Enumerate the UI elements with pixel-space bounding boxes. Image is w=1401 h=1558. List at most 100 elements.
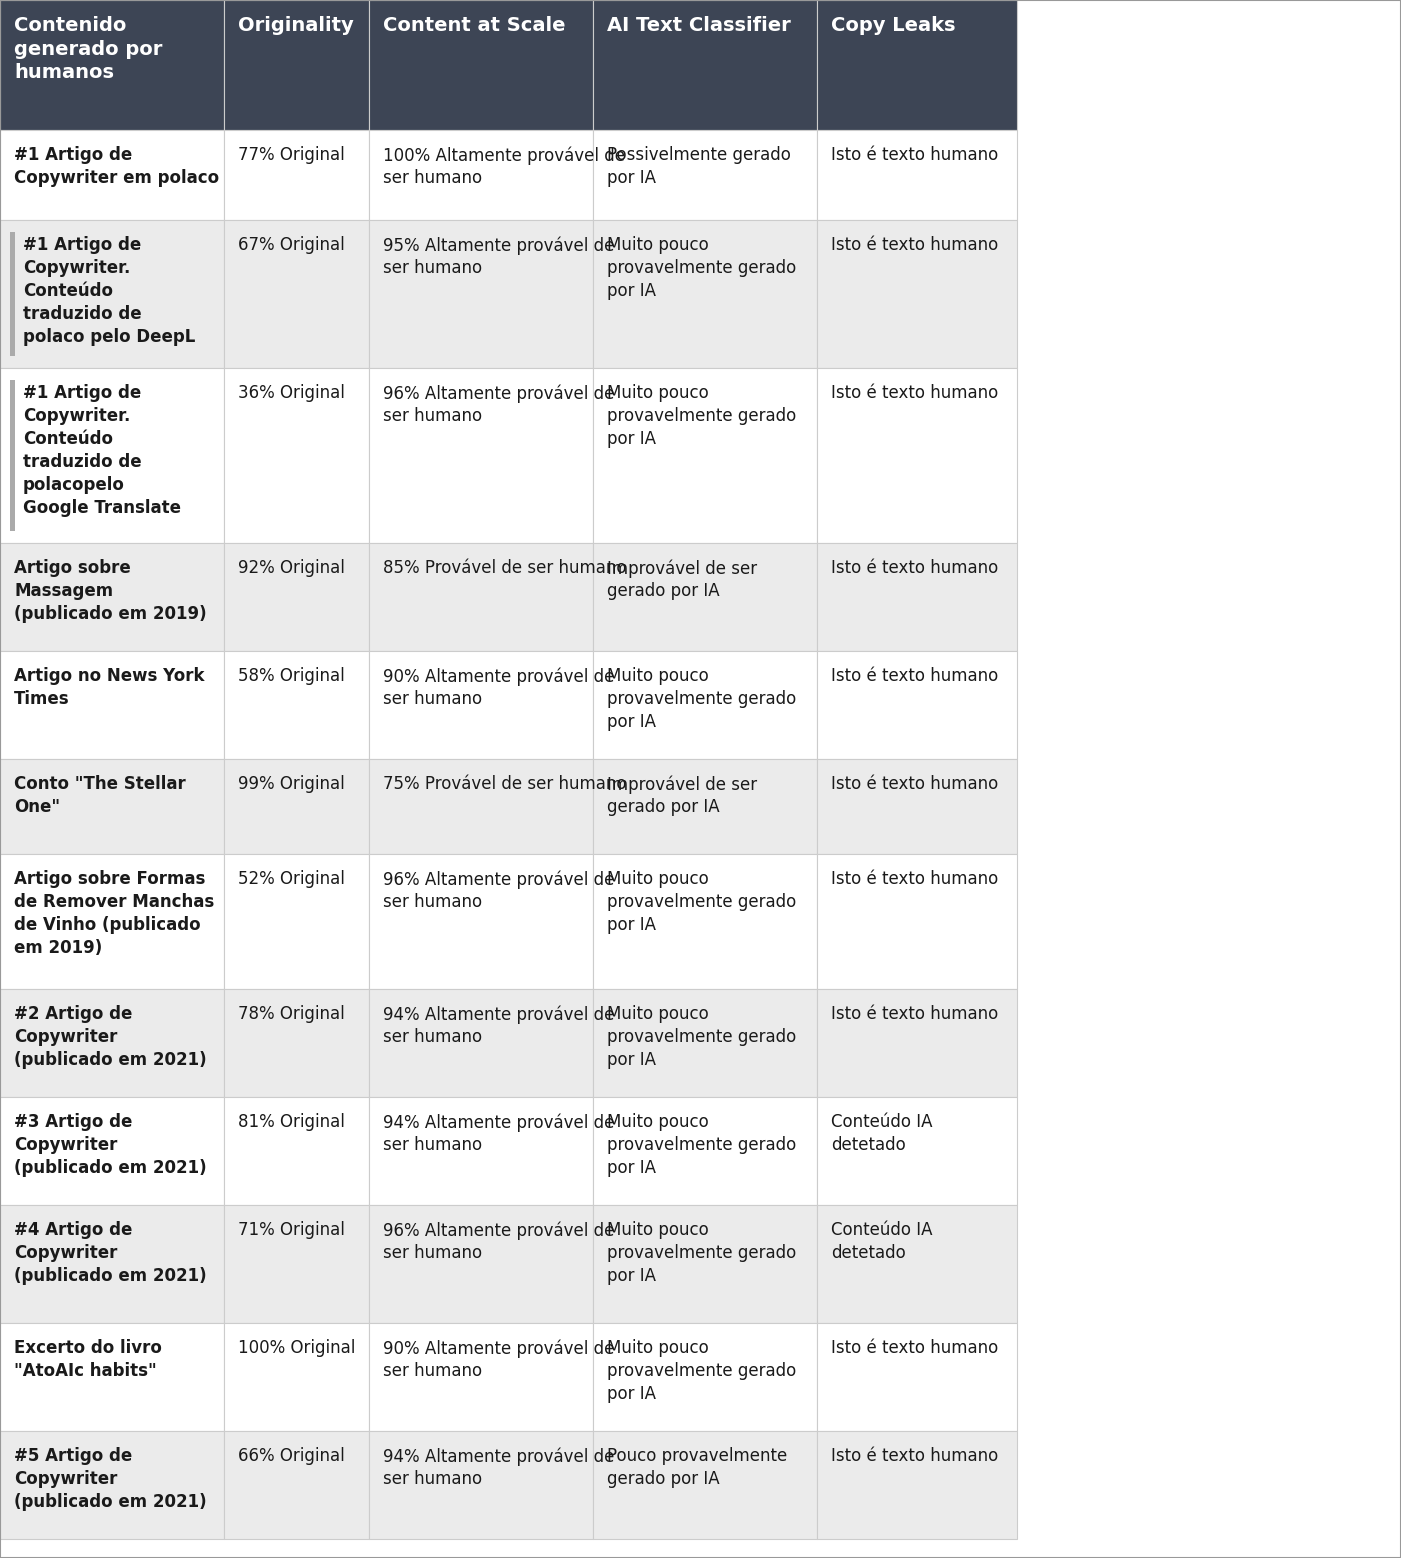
Bar [368, 0, 593, 129]
Bar [817, 759, 1017, 854]
Bar [368, 1430, 593, 1539]
Bar [368, 1097, 593, 1204]
Bar [817, 0, 1017, 129]
Bar [593, 0, 817, 129]
Bar [593, 1097, 817, 1204]
Bar [0, 220, 224, 368]
Text: Muito pouco
provavelmente gerado
por IA: Muito pouco provavelmente gerado por IA [607, 1112, 796, 1176]
Text: Excerto do livro
"AtoAIc habits": Excerto do livro "AtoAIc habits" [14, 1338, 163, 1380]
Text: Isto é texto humano: Isto é texto humano [831, 1005, 999, 1024]
Text: Muito pouco
provavelmente gerado
por IA: Muito pouco provavelmente gerado por IA [607, 1221, 796, 1285]
Text: #4 Artigo de
Copywriter
(publicado em 2021): #4 Artigo de Copywriter (publicado em 20… [14, 1221, 206, 1285]
Bar [593, 1430, 817, 1539]
Text: Isto é texto humano: Isto é texto humano [831, 559, 999, 576]
Bar [368, 651, 593, 759]
Text: Muito pouco
provavelmente gerado
por IA: Muito pouco provavelmente gerado por IA [607, 869, 796, 933]
Bar [368, 1323, 593, 1430]
Bar [10, 380, 15, 531]
Text: Muito pouco
provavelmente gerado
por IA: Muito pouco provavelmente gerado por IA [607, 383, 796, 447]
Text: Isto é texto humano: Isto é texto humano [831, 869, 999, 888]
Text: Artigo no News York
Times: Artigo no News York Times [14, 667, 205, 707]
Bar [0, 129, 224, 220]
Bar [817, 651, 1017, 759]
Bar [817, 1323, 1017, 1430]
Bar [817, 129, 1017, 220]
Text: 96% Altamente provável de
ser humano: 96% Altamente provável de ser humano [382, 1221, 615, 1262]
Bar [593, 1204, 817, 1323]
Bar [368, 854, 593, 989]
Text: Possivelmente gerado
por IA: Possivelmente gerado por IA [607, 146, 792, 187]
Text: Muito pouco
provavelmente gerado
por IA: Muito pouco provavelmente gerado por IA [607, 667, 796, 731]
Text: Isto é texto humano: Isto é texto humano [831, 1338, 999, 1357]
Bar [368, 1204, 593, 1323]
Bar [593, 854, 817, 989]
Text: #1 Artigo de
Copywriter em polaco: #1 Artigo de Copywriter em polaco [14, 146, 219, 187]
Bar [0, 1097, 224, 1204]
Bar [0, 759, 224, 854]
Bar [0, 1430, 224, 1539]
Text: Isto é texto humano: Isto é texto humano [831, 667, 999, 686]
Bar [224, 651, 368, 759]
Bar [224, 129, 368, 220]
Bar [817, 368, 1017, 544]
Text: #1 Artigo de
Copywriter.
Conteúdo
traduzido de
polaco pelo DeepL: #1 Artigo de Copywriter. Conteúdo traduz… [22, 235, 195, 346]
Bar [817, 989, 1017, 1097]
Bar [224, 368, 368, 544]
Bar [368, 129, 593, 220]
Bar [593, 989, 817, 1097]
Bar [817, 1097, 1017, 1204]
Text: 58% Original: 58% Original [238, 667, 345, 686]
Text: 66% Original: 66% Original [238, 1447, 345, 1465]
Text: 85% Provável de ser humano: 85% Provável de ser humano [382, 559, 626, 576]
Text: #2 Artigo de
Copywriter
(publicado em 2021): #2 Artigo de Copywriter (publicado em 20… [14, 1005, 206, 1069]
Bar [224, 759, 368, 854]
Text: Isto é texto humano: Isto é texto humano [831, 383, 999, 402]
Bar [593, 368, 817, 544]
Text: Conto "The Stellar
One": Conto "The Stellar One" [14, 774, 186, 816]
Text: Content at Scale: Content at Scale [382, 16, 566, 34]
Text: 36% Original: 36% Original [238, 383, 345, 402]
Text: Isto é texto humano: Isto é texto humano [831, 1447, 999, 1465]
Text: Contenido
generado por
humanos: Contenido generado por humanos [14, 16, 163, 83]
Text: 75% Provável de ser humano: 75% Provável de ser humano [382, 774, 626, 793]
Text: 100% Original: 100% Original [238, 1338, 356, 1357]
Text: Isto é texto humano: Isto é texto humano [831, 235, 999, 254]
Bar [368, 544, 593, 651]
Text: Improvável de ser
gerado por IA: Improvável de ser gerado por IA [607, 559, 757, 600]
Bar [0, 989, 224, 1097]
Text: 95% Altamente provável de
ser humano: 95% Altamente provável de ser humano [382, 235, 615, 277]
Bar [224, 1097, 368, 1204]
Text: Improvável de ser
gerado por IA: Improvável de ser gerado por IA [607, 774, 757, 816]
Text: 67% Original: 67% Original [238, 235, 345, 254]
Text: 94% Altamente provável de
ser humano: 94% Altamente provável de ser humano [382, 1447, 615, 1488]
Text: 94% Altamente provável de
ser humano: 94% Altamente provável de ser humano [382, 1112, 615, 1154]
Bar [10, 232, 15, 355]
Bar [593, 759, 817, 854]
Bar [368, 759, 593, 854]
Bar [593, 651, 817, 759]
Text: Copy Leaks: Copy Leaks [831, 16, 955, 34]
Text: #5 Artigo de
Copywriter
(publicado em 2021): #5 Artigo de Copywriter (publicado em 20… [14, 1447, 206, 1511]
Text: Muito pouco
provavelmente gerado
por IA: Muito pouco provavelmente gerado por IA [607, 1005, 796, 1069]
Bar [817, 1430, 1017, 1539]
Text: 52% Original: 52% Original [238, 869, 345, 888]
Text: Isto é texto humano: Isto é texto humano [831, 146, 999, 164]
Bar [0, 1204, 224, 1323]
Text: 90% Altamente provável de
ser humano: 90% Altamente provável de ser humano [382, 1338, 615, 1380]
Bar [817, 854, 1017, 989]
Text: Conteúdo IA
detetado: Conteúdo IA detetado [831, 1112, 933, 1154]
Bar [224, 1204, 368, 1323]
Text: #3 Artigo de
Copywriter
(publicado em 2021): #3 Artigo de Copywriter (publicado em 20… [14, 1112, 206, 1176]
Text: Conteúdo IA
detetado: Conteúdo IA detetado [831, 1221, 933, 1262]
Bar [817, 220, 1017, 368]
Text: 94% Altamente provável de
ser humano: 94% Altamente provável de ser humano [382, 1005, 615, 1047]
Bar [0, 651, 224, 759]
Bar [593, 544, 817, 651]
Text: 96% Altamente provável de
ser humano: 96% Altamente provável de ser humano [382, 869, 615, 911]
Bar [368, 220, 593, 368]
Text: 92% Original: 92% Original [238, 559, 345, 576]
Bar [0, 0, 224, 129]
Text: 96% Altamente provável de
ser humano: 96% Altamente provável de ser humano [382, 383, 615, 425]
Text: AI Text Classifier: AI Text Classifier [607, 16, 790, 34]
Bar [224, 1323, 368, 1430]
